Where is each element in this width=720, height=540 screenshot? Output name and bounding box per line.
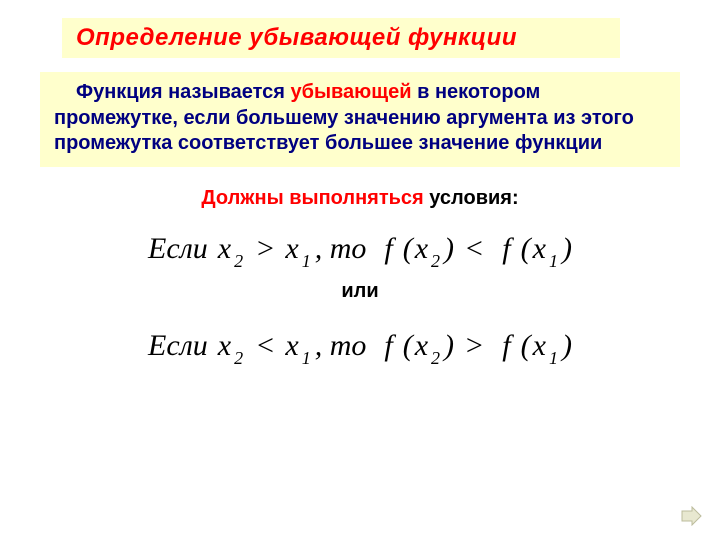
f1-rp-b: ) xyxy=(562,232,572,266)
definition-pre: Функция называется xyxy=(76,81,290,103)
f1-gt: > xyxy=(255,232,275,266)
slide-title: Определение убывающей функции xyxy=(76,24,517,51)
f2-lt: < xyxy=(255,329,275,363)
f2-sub1-a: 1 xyxy=(302,348,311,369)
next-button[interactable] xyxy=(680,506,702,526)
definition-text: Функция называется убывающей в некотором… xyxy=(54,80,666,157)
conditions-label-red: Должны выполняться xyxy=(201,187,429,209)
f2-x-d: x xyxy=(533,329,546,363)
f1-sub1-a: 1 xyxy=(302,251,311,272)
f1-sub2-a: 2 xyxy=(234,251,243,272)
definition-box: Функция называется убывающей в некотором… xyxy=(40,72,680,167)
f1-f-b: f xyxy=(502,232,510,266)
or-label: или xyxy=(40,280,680,303)
formula-1: Если x2 > x1 , то f ( x2 ) < f ( x1 ) xyxy=(148,232,572,266)
f2-f-a: f xyxy=(384,329,392,363)
f1-x-a: x xyxy=(218,232,231,266)
f1-sub1-b: 1 xyxy=(549,251,558,272)
f2-gt: > xyxy=(464,329,484,363)
definition-highlight: убывающей xyxy=(290,81,411,103)
f1-lp-a: ( xyxy=(403,232,413,266)
f2-x-b: x xyxy=(285,329,298,363)
f2-sub2-b: 2 xyxy=(431,348,440,369)
f2-x-a: x xyxy=(218,329,231,363)
f2-sub2-a: 2 xyxy=(234,348,243,369)
slide: Определение убывающей функции Функция на… xyxy=(0,0,720,540)
f2-rp-b: ) xyxy=(562,329,572,363)
f2-sub1-b: 1 xyxy=(549,348,558,369)
formula-2: Если x2 < x1 , то f ( x2 ) > f ( x1 ) xyxy=(148,329,572,363)
f1-f-a: f xyxy=(384,232,392,266)
f2-lp-a: ( xyxy=(403,329,413,363)
f1-lt: < xyxy=(464,232,484,266)
f2-f-b: f xyxy=(502,329,510,363)
f1-x-b: x xyxy=(285,232,298,266)
f2-rp-a: ) xyxy=(444,329,454,363)
f2-lp-b: ( xyxy=(521,329,531,363)
title-box: Определение убывающей функции xyxy=(62,18,620,58)
formula-1-row: Если x2 > x1 , то f ( x2 ) < f ( x1 ) xyxy=(40,232,680,266)
f2-x-c: x xyxy=(415,329,428,363)
f1-lp-b: ( xyxy=(521,232,531,266)
f2-to: , то xyxy=(315,329,367,363)
formula-2-row: Если x2 < x1 , то f ( x2 ) > f ( x1 ) xyxy=(40,329,680,363)
f1-rp-a: ) xyxy=(444,232,454,266)
conditions-label-black: условия: xyxy=(429,187,518,209)
f1-x-d: x xyxy=(533,232,546,266)
f1-sub2-b: 2 xyxy=(431,251,440,272)
f2-esli: Если xyxy=(148,329,208,363)
f1-to: , то xyxy=(315,232,367,266)
f1-x-c: x xyxy=(415,232,428,266)
next-arrow-icon xyxy=(680,506,702,526)
f1-esli: Если xyxy=(148,232,208,266)
conditions-label: Должны выполняться условия: xyxy=(40,187,680,210)
